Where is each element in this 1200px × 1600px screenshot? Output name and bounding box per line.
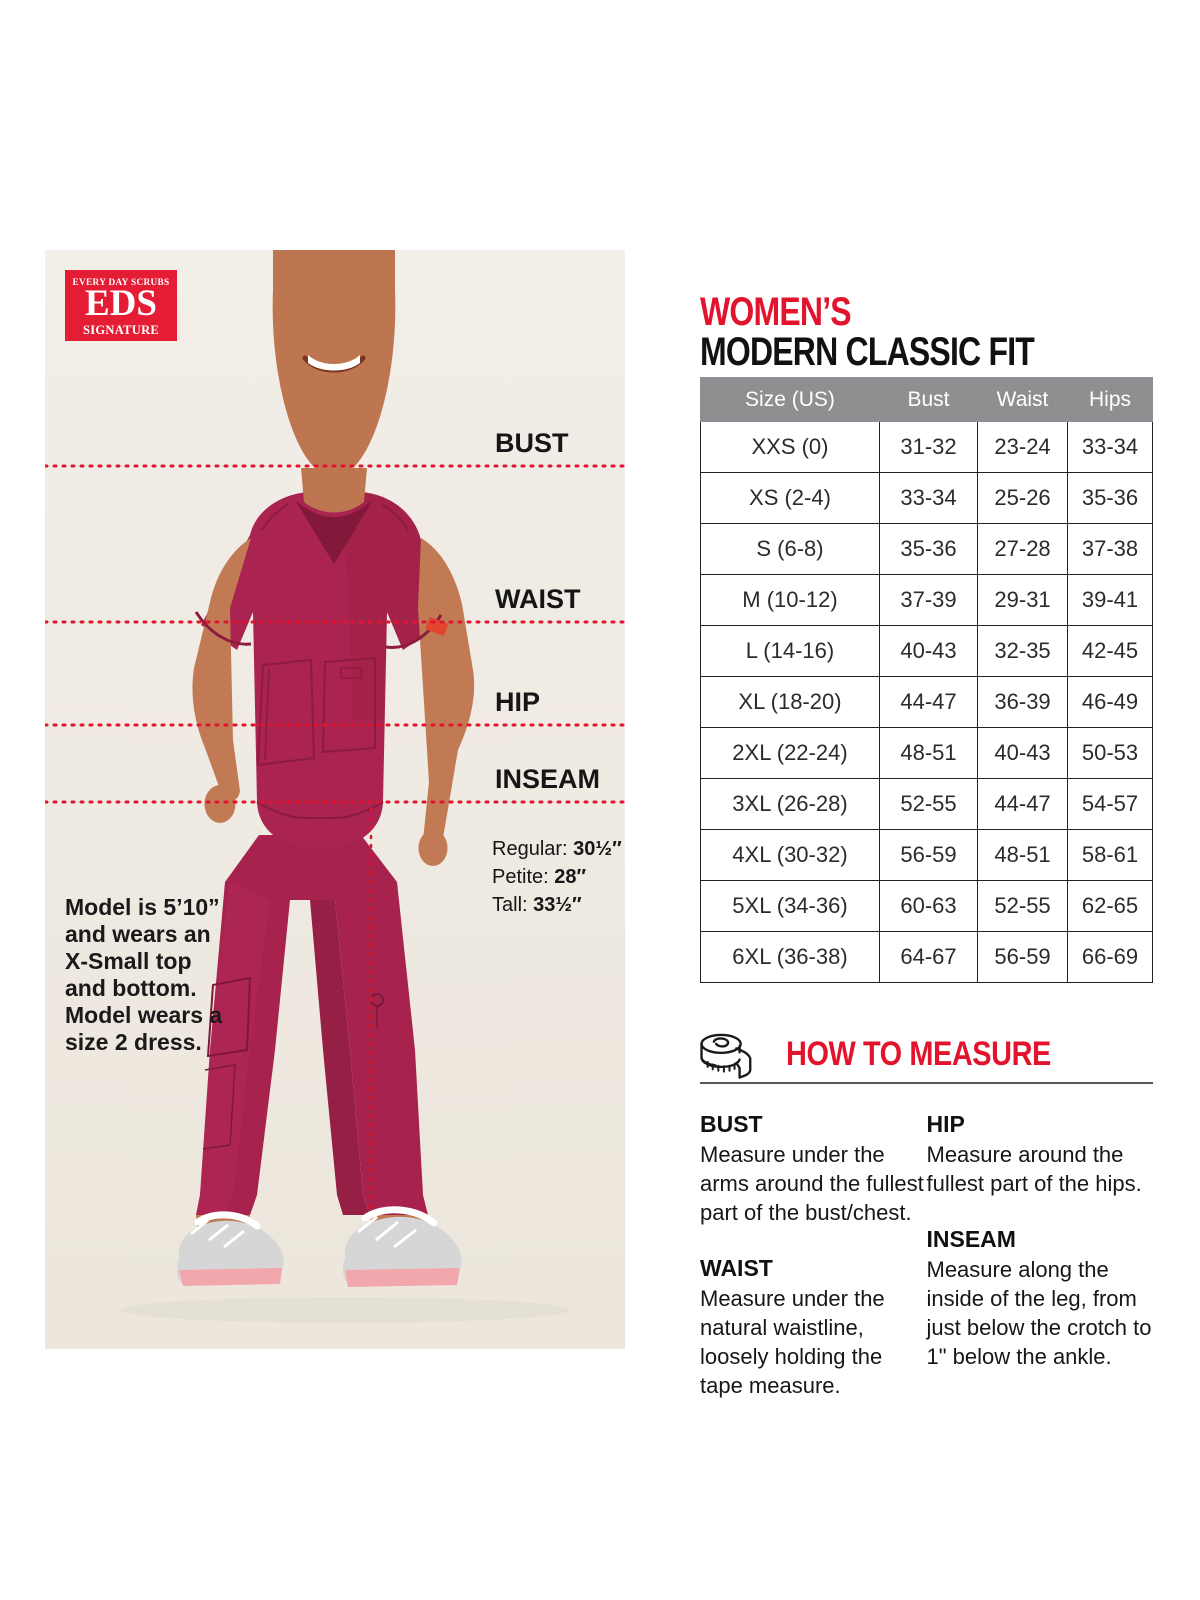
svg-text:BUST: BUST	[495, 428, 569, 458]
svg-text:Petite: 28″: Petite: 28″	[492, 866, 587, 888]
svg-text:and bottom.: and bottom.	[65, 975, 197, 1001]
svg-text:X-Small top: X-Small top	[65, 948, 192, 974]
svg-text:Model wears a: Model wears a	[65, 1002, 222, 1028]
svg-text:Tall: 33½″: Tall: 33½″	[492, 894, 582, 916]
svg-text:Regular: 30½″: Regular: 30½″	[492, 838, 622, 860]
svg-text:HIP: HIP	[495, 687, 540, 717]
svg-text:Model is 5’10”: Model is 5’10”	[65, 894, 220, 920]
svg-text:and wears an: and wears an	[65, 921, 211, 947]
svg-text:EDS: EDS	[85, 283, 157, 324]
svg-text:INSEAM: INSEAM	[495, 764, 600, 794]
svg-text:SIGNATURE: SIGNATURE	[83, 323, 159, 337]
svg-text:size 2 dress.: size 2 dress.	[65, 1029, 202, 1055]
svg-text:WAIST: WAIST	[495, 584, 581, 614]
